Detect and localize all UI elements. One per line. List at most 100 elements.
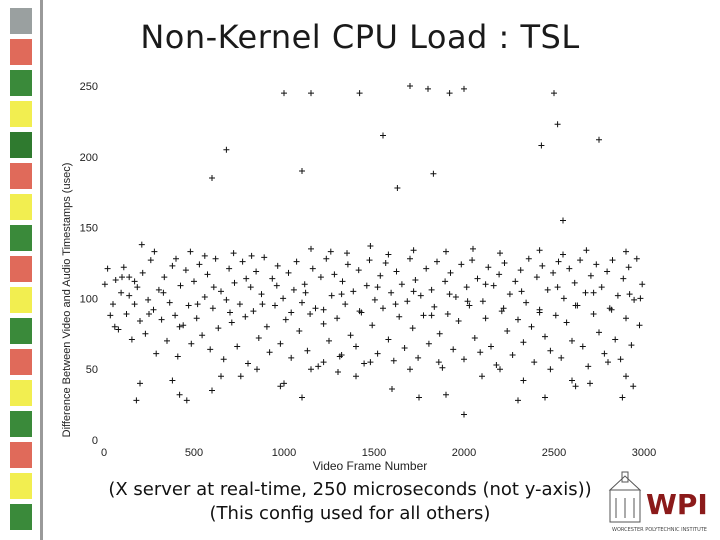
- wpi-logo: WPI WORCESTER POLYTECHNIC INSTITUTE: [606, 470, 718, 534]
- sidebar-square: [10, 256, 32, 282]
- data-point: [614, 292, 621, 299]
- data-point: [201, 293, 208, 300]
- data-point: [571, 279, 578, 286]
- data-point: [188, 340, 195, 347]
- data-point: [385, 251, 392, 258]
- data-point: [452, 293, 459, 300]
- data-point: [174, 353, 181, 360]
- data-point: [196, 261, 203, 268]
- data-point: [497, 366, 503, 373]
- data-point: [323, 255, 330, 262]
- data-point: [153, 350, 160, 357]
- data-point: [442, 278, 449, 285]
- sidebar-square: [10, 442, 32, 468]
- data-point: [490, 282, 497, 289]
- data-point: [118, 289, 125, 296]
- data-point: [155, 286, 162, 293]
- data-point: [363, 282, 370, 289]
- data-point: [612, 336, 619, 343]
- data-point: [407, 255, 413, 262]
- data-point: [356, 90, 363, 97]
- data-point: [430, 170, 437, 177]
- data-point: [366, 257, 373, 264]
- data-point: [466, 302, 473, 309]
- data-point: [604, 268, 611, 275]
- data-point: [209, 387, 215, 394]
- data-point: [587, 272, 594, 279]
- data-point: [185, 302, 192, 309]
- data-point: [220, 356, 227, 363]
- data-point: [482, 315, 489, 322]
- data-point: [160, 289, 167, 296]
- data-point: [296, 327, 303, 334]
- data-point: [572, 383, 579, 390]
- data-point: [282, 316, 289, 323]
- sidebar-square: [10, 163, 32, 189]
- data-point: [218, 288, 224, 295]
- data-point: [388, 289, 395, 296]
- data-point: [245, 360, 251, 367]
- y-axis-label: Difference Between Video and Audio Times…: [61, 163, 73, 438]
- data-point: [470, 245, 476, 252]
- data-point: [277, 383, 284, 390]
- data-point: [277, 340, 284, 347]
- data-point: [142, 330, 149, 337]
- data-point: [258, 291, 265, 298]
- data-point: [234, 343, 241, 350]
- data-point: [183, 397, 190, 404]
- data-point: [281, 90, 287, 97]
- x-tick-label: 2000: [452, 447, 476, 459]
- data-point: [194, 301, 201, 308]
- data-point: [497, 250, 503, 257]
- x-tick-label: 1500: [362, 447, 386, 459]
- data-point: [299, 394, 305, 401]
- data-point: [410, 247, 417, 254]
- data-point: [182, 267, 189, 274]
- data-point: [560, 251, 566, 258]
- data-point: [601, 350, 608, 357]
- data-point: [538, 142, 545, 149]
- data-point: [137, 318, 143, 325]
- data-point: [304, 347, 311, 354]
- data-point: [416, 394, 422, 401]
- data-point: [566, 265, 573, 272]
- data-point: [280, 295, 287, 302]
- data-point: [474, 275, 481, 282]
- data-point: [623, 248, 629, 255]
- data-point: [554, 284, 561, 291]
- data-point: [479, 373, 485, 380]
- data-point: [281, 380, 287, 387]
- data-point: [428, 286, 435, 293]
- data-point: [579, 343, 586, 350]
- data-point: [307, 310, 314, 317]
- data-point: [587, 380, 593, 387]
- x-tick-label: 2500: [542, 447, 566, 459]
- sidebar-decoration: [0, 0, 46, 540]
- sidebar-square: [10, 194, 32, 220]
- data-point: [239, 258, 246, 265]
- data-point: [236, 301, 243, 308]
- data-point: [583, 247, 590, 254]
- data-point: [482, 281, 489, 288]
- sidebar-rail: [40, 0, 43, 540]
- data-point: [247, 284, 254, 291]
- data-point: [201, 252, 208, 259]
- data-point: [506, 291, 513, 298]
- data-point: [435, 359, 442, 366]
- points-layer: [101, 83, 646, 418]
- x-tick-label: 3000: [632, 447, 656, 459]
- data-point: [293, 258, 300, 265]
- building-icon: [608, 471, 642, 523]
- data-point: [104, 265, 111, 272]
- data-point: [273, 282, 280, 289]
- data-point: [248, 252, 255, 259]
- sidebar-square: [10, 380, 32, 406]
- data-point: [209, 175, 215, 182]
- wpi-logo-icon: WPI WORCESTER POLYTECHNIC INSTITUTE: [608, 471, 708, 533]
- data-point: [317, 274, 324, 281]
- data-point: [443, 391, 449, 398]
- sidebar-square: [10, 225, 32, 251]
- data-point: [285, 269, 292, 276]
- data-point: [425, 85, 431, 92]
